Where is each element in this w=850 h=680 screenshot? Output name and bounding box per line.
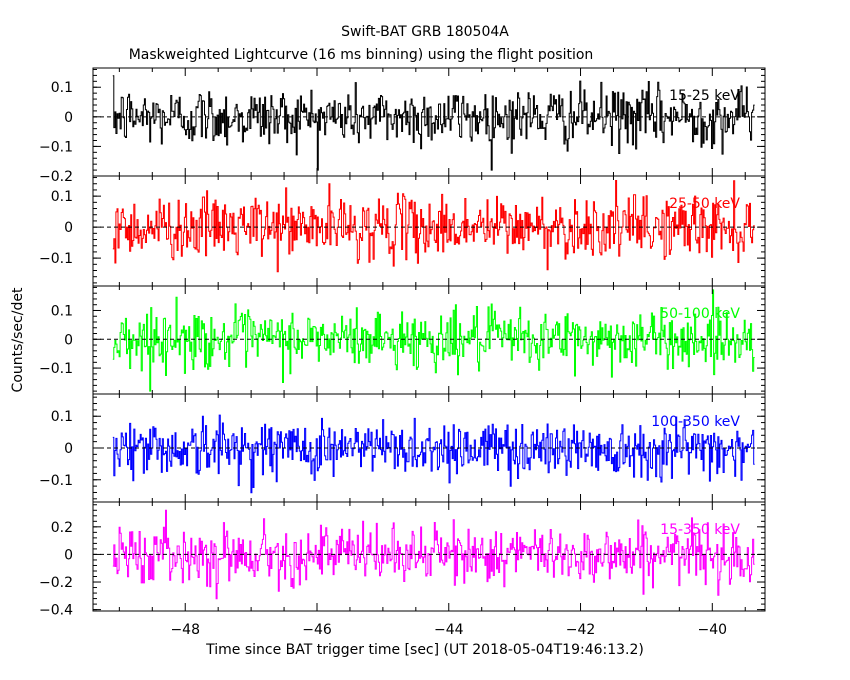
- band-label-2: 50-100 keV: [660, 306, 740, 322]
- panel-frame: [92, 501, 766, 612]
- band-label-0: 15-25 keV: [669, 88, 740, 104]
- y-axis-label: Counts/sec/det: [10, 287, 26, 392]
- band-label-4: 15-350 keV: [660, 522, 740, 538]
- band-label-3: 100-350 keV: [651, 414, 740, 430]
- y-tick-label: −0.1: [39, 251, 73, 267]
- x-axis-ticks: −48 −46 −44 −42 −40: [170, 622, 727, 638]
- y-tick-label: −0.1: [39, 473, 73, 489]
- y-tick-label: −0.1: [39, 361, 73, 377]
- y-tick-label: 0: [64, 441, 73, 457]
- y-tick-label: −0.4: [39, 603, 73, 619]
- panel-2: 0.1 0 −0.1 50-100 keV: [39, 285, 766, 395]
- lightcurve-0: [112, 75, 755, 171]
- y-tick-label: 0.2: [51, 520, 73, 536]
- y-tick-label: 0.1: [51, 189, 73, 205]
- y-tick-label: 0: [64, 547, 73, 563]
- x-tick-label: −44: [434, 622, 464, 638]
- y-tick-label: −0.1: [39, 139, 73, 155]
- x-axis-label: Time since BAT trigger time [sec] (UT 20…: [205, 642, 644, 658]
- y-tick-label: −0.2: [39, 169, 73, 185]
- y-tick-label: 0.1: [51, 303, 73, 319]
- x-tick-label: −48: [170, 622, 200, 638]
- x-tick-label: −46: [302, 622, 332, 638]
- lightcurve-2: [112, 289, 755, 392]
- y-tick-label: 0: [64, 332, 73, 348]
- x-tick-label: −40: [698, 622, 728, 638]
- lightcurve-1: [112, 180, 755, 273]
- band-label-1: 25-50 keV: [669, 196, 740, 212]
- y-tick-label: 0: [64, 110, 73, 126]
- y-tick-label: 0.1: [51, 409, 73, 425]
- chart-subtitle: Maskweighted Lightcurve (16 ms binning) …: [129, 47, 594, 63]
- lightcurve-3: [112, 414, 755, 494]
- chart-title: Swift-BAT GRB 180504A: [341, 24, 509, 40]
- panel-1: 0.1 0 −0.1 25-50 keV: [39, 175, 766, 287]
- y-tick-label: −0.2: [39, 575, 73, 591]
- panel-4: 0.2 0 −0.2 −0.4 15-350 keV: [39, 501, 766, 619]
- lightcurve-4: [112, 509, 755, 600]
- panel-3: 0.1 0 −0.1 100-350 keV: [39, 393, 766, 503]
- panel-0: 0.1 0 −0.1 −0.2 15-25 keV: [39, 67, 766, 185]
- y-tick-label: 0.1: [51, 80, 73, 96]
- y-tick-label: 0: [64, 220, 73, 236]
- x-tick-label: −42: [566, 622, 596, 638]
